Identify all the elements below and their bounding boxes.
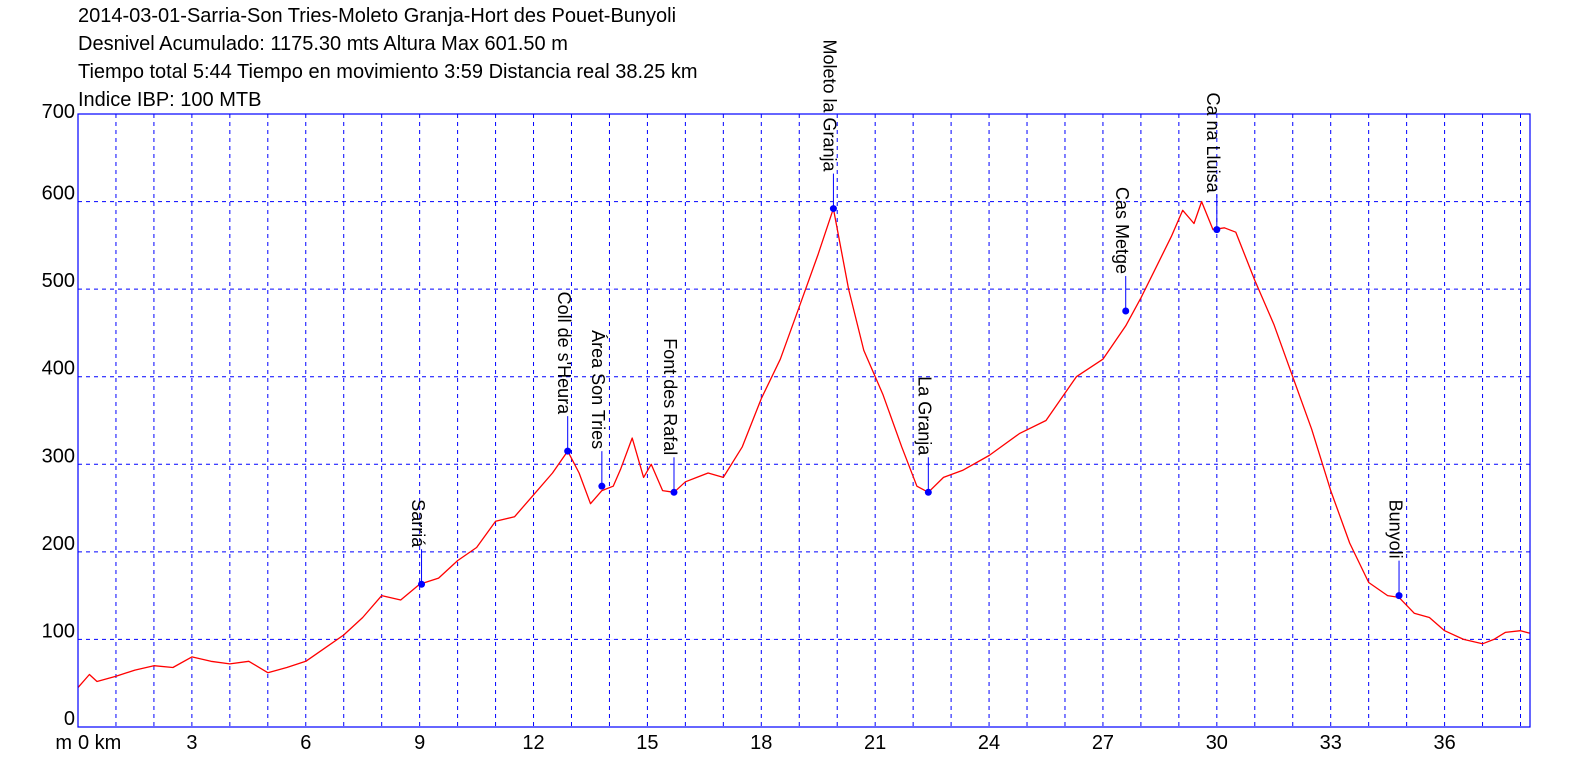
x-tick-label: 18 xyxy=(750,732,772,754)
x-tick-label: 6 xyxy=(300,732,311,754)
waypoint-marker xyxy=(1395,592,1403,600)
waypoint-label: Coll de s'Heura xyxy=(554,292,574,415)
waypoint-label: Bunyoli xyxy=(1385,500,1405,559)
waypoint-label: Cas Metge xyxy=(1112,187,1132,274)
time-distance-summary: Tiempo total 5:44 Tiempo en movimiento 3… xyxy=(78,61,698,83)
x-tick-label: 27 xyxy=(1092,732,1114,754)
x-tick-label: 21 xyxy=(864,732,886,754)
waypoint-label: Moleto la Granja xyxy=(820,39,840,172)
chart-title: 2014-03-01-Sarria-Son Tries-Moleto Granj… xyxy=(78,5,677,27)
y-tick-label: 100 xyxy=(42,620,75,642)
x-tick-label: 12 xyxy=(522,732,544,754)
waypoint-marker xyxy=(418,580,426,588)
x-tick-label: 36 xyxy=(1433,732,1455,754)
y-unit-label: m xyxy=(55,732,72,754)
waypoint-label: La Granja xyxy=(915,376,935,456)
x-tick-label: 30 xyxy=(1206,732,1228,754)
grid xyxy=(78,114,1530,727)
y-tick-label: 400 xyxy=(42,358,75,380)
waypoint-marker xyxy=(598,482,606,490)
waypoint-label: Área Son Tries xyxy=(588,330,608,449)
waypoint-marker xyxy=(829,205,837,213)
waypoint-label: Sarriá xyxy=(408,499,428,548)
waypoint-marker xyxy=(670,488,678,496)
x-tick-label: 9 xyxy=(414,732,425,754)
y-tick-label: 600 xyxy=(42,183,75,205)
y-tick-label: 200 xyxy=(42,533,75,555)
waypoint-marker xyxy=(564,447,572,455)
y-tick-label: 700 xyxy=(42,101,75,123)
profile-layer xyxy=(77,200,1531,689)
waypoint-marker xyxy=(1213,226,1221,234)
x-tick-label: 24 xyxy=(978,732,1000,754)
plot-frame xyxy=(77,113,1531,728)
y-tick-label: 300 xyxy=(42,445,75,467)
waypoint-label: Ca na Lluisa xyxy=(1203,93,1223,194)
y-tick-label: 0 xyxy=(64,708,75,730)
elevation-line xyxy=(77,200,1531,689)
plot-frame-layer xyxy=(77,113,1531,728)
x-tick-label: 3 xyxy=(186,732,197,754)
waypoint-marker xyxy=(1122,307,1130,315)
x-tick-label: 0 km xyxy=(78,732,121,754)
x-tick-label: 33 xyxy=(1320,732,1342,754)
waypoint-label: Font des Rafal xyxy=(660,338,680,455)
x-tick-label: 15 xyxy=(636,732,658,754)
y-tick-label: 500 xyxy=(42,270,75,292)
elevation-summary: Desnivel Acumulado: 1175.30 mts Altura M… xyxy=(78,33,568,55)
chart-header: 2014-03-01-Sarria-Son Tries-Moleto Granj… xyxy=(78,2,698,114)
waypoint-marker xyxy=(924,488,932,496)
ibp-index: Indice IBP: 100 MTB xyxy=(78,89,262,111)
waypoints: Sarriá Coll de s'Heura Área Son Tries Font … xyxy=(408,39,1405,600)
